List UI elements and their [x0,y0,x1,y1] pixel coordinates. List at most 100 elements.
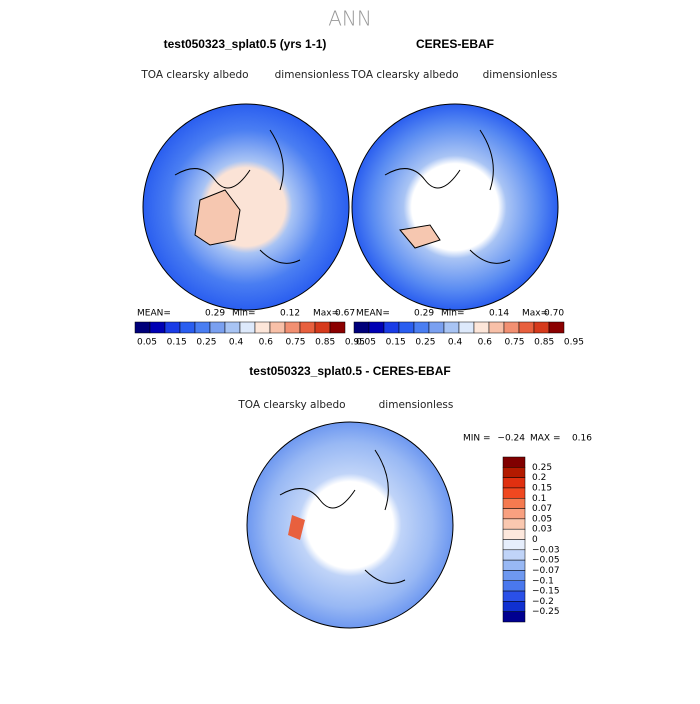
colorbar-label: −0.2 [532,597,554,607]
colorbar-box [533,321,550,334]
colorbar-label: 0 [532,535,538,545]
colorbar-label: 0.25 [415,338,435,348]
colorbar-box [548,321,565,334]
polar-map [246,421,454,629]
colorbar-label: 0.15 [167,338,187,348]
colorbar-box [518,321,535,334]
colorbar-box [368,321,385,334]
stat-label: Max= [313,309,339,319]
colorbar-label: 0.75 [504,338,524,348]
colorbar-box [398,321,415,334]
colorbar-box [284,321,301,334]
variable-label: TOA clearsky albedo [140,69,248,81]
difference-panel: test050323_splat0.5 - CERES-EBAF TOA cle… [237,364,592,629]
colorbar-label: 0.95 [564,338,584,348]
colorbar-label: 0.85 [315,338,335,348]
colorbar-label: −0.07 [532,566,560,576]
stat-value: 0.14 [489,309,509,319]
colorbar-box [502,467,526,478]
colorbar-label: 0.15 [386,338,406,348]
colorbar-label: −0.1 [532,576,554,586]
colorbar: 0.250.20.150.10.070.050.030−0.03−0.05−0.… [502,456,560,623]
colorbar-box [299,321,316,334]
coastline [174,129,301,264]
stat-value: 0.16 [572,434,592,444]
panel-title: test050323_splat0.5 (yrs 1-1) [164,37,327,51]
coastline [279,449,406,584]
colorbar-box [502,601,526,612]
colorbar-label: 0.07 [532,504,552,514]
colorbar-label: 0.05 [532,514,552,524]
coastline [384,129,511,264]
stat-label: MAX = [530,434,561,444]
colorbar-box [269,321,286,334]
colorbar-box [502,559,526,571]
colorbar-box [502,580,526,592]
colorbar-box [502,487,526,499]
colorbar-box [179,321,196,334]
stat-value: 0.29 [414,309,434,319]
colorbar-label: 0.05 [356,338,376,348]
colorbar-box [502,611,526,623]
stat-label: Min= [232,309,256,319]
stat-value: −0.24 [497,434,525,444]
colorbar-box [383,321,400,334]
stat-value: 0.67 [335,309,355,319]
colorbar-box [502,508,526,520]
colorbar-label: 0.95 [345,338,365,348]
panel-title: test050323_splat0.5 - CERES-EBAF [249,364,450,378]
colorbar-box [353,321,370,334]
colorbar-box [502,549,526,561]
colorbar: 0.05 0.15 0.25 0.4 0.6 0.75 0.85 0.95 [134,321,365,348]
colorbar-box [502,518,526,530]
panel: test050323_splat0.5 (yrs 1-1) TOA clears… [134,37,365,348]
colorbar-label: 0.25 [196,338,216,348]
colorbar-box [502,590,526,602]
colorbar-label: 0.25 [532,463,552,473]
variable-label: TOA clearsky albedo [237,399,345,411]
figure-title: ANN [328,7,372,31]
polar-map [351,103,559,311]
colorbar-label: −0.25 [532,607,560,617]
colorbar-box [209,321,226,334]
colorbar: 0.05 0.15 0.25 0.4 0.6 0.75 0.85 0.95 [353,321,584,348]
colorbar-label: 0.05 [137,338,157,348]
stat-value: 0.70 [544,309,564,319]
polar-map [142,103,350,311]
colorbar-label: 0.4 [448,338,463,348]
colorbar-box [502,456,526,468]
variable-label: TOA clearsky albedo [350,69,458,81]
colorbar-box [194,321,211,334]
colorbar-label: 0.4 [229,338,244,348]
colorbar-box [502,570,526,581]
stat-label: MIN = [463,434,491,444]
colorbar-box [502,477,526,489]
colorbar-label: 0.75 [285,338,305,348]
colorbar-box [164,321,181,334]
colorbar-box [502,539,526,551]
stat-value: 0.29 [205,309,225,319]
colorbar-label: 0.2 [532,473,546,483]
stat-label: Max= [522,309,548,319]
anomaly [288,515,305,540]
colorbar-box [134,321,151,334]
colorbar-label: 0.1 [532,494,546,504]
colorbar-box [502,498,526,509]
greenland [194,189,241,246]
colorbar-box [254,321,271,334]
colorbar-label: −0.03 [532,545,560,555]
units-label: dimensionless [275,69,350,81]
colorbar-label: 0.03 [532,525,552,535]
units-label: dimensionless [483,69,558,81]
colorbar-box [443,321,460,334]
units-label: dimensionless [379,399,454,411]
panel-title: CERES-EBAF [416,37,494,51]
colorbar-label: 0.6 [259,338,274,348]
colorbar-label: −0.15 [532,587,560,597]
colorbar-box [239,321,256,334]
colorbar-box [503,321,520,334]
colorbar-box [413,321,430,334]
greenland [399,224,441,249]
colorbar-label: 0.15 [532,483,552,493]
